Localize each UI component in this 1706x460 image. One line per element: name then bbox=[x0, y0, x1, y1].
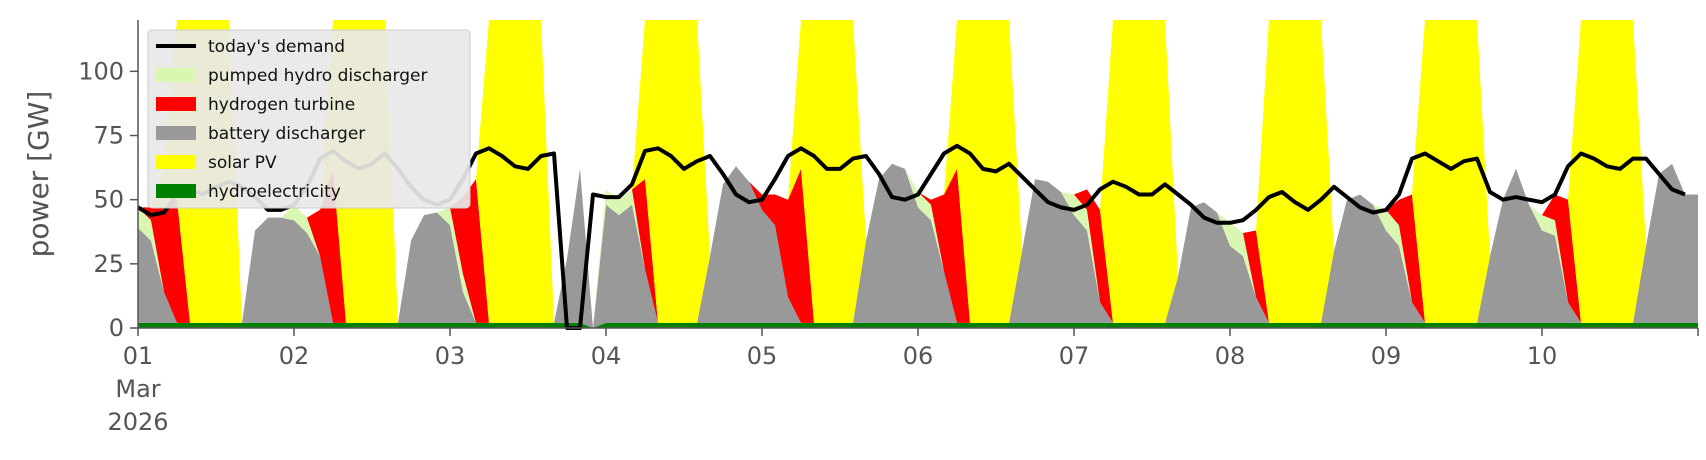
x-tick-label: 02 bbox=[279, 342, 310, 370]
legend-swatch-solar-pv bbox=[156, 155, 196, 169]
legend-swatch-hydroelectricity bbox=[156, 184, 196, 198]
legend-label-today-s-demand: today's demand bbox=[208, 37, 345, 57]
y-tick-label: 100 bbox=[78, 57, 124, 85]
area-solar-pv bbox=[138, 20, 1698, 328]
axes: 0 25 50 75 100 01 Mar 2026 02 03 04 05 06 07 08 09 10 bbox=[78, 20, 1699, 436]
legend-label-hydroelectricity: hydroelectricity bbox=[208, 182, 341, 202]
legend-swatch-battery-discharger bbox=[156, 126, 196, 140]
legend-label-battery-discharger: battery discharger bbox=[208, 124, 365, 144]
x-tick-label: 03 bbox=[435, 342, 466, 370]
x-tick-label: 01 Mar 2026 bbox=[107, 342, 168, 436]
x-tick-label: 06 bbox=[903, 342, 934, 370]
x-tick-label: 05 bbox=[747, 342, 778, 370]
x-tick-label: 09 bbox=[1371, 342, 1402, 370]
x-tick-label: 07 bbox=[1059, 342, 1090, 370]
legend: today's demand pumped hydro discharger hyd… bbox=[147, 29, 471, 209]
y-tick-label: 50 bbox=[93, 186, 124, 214]
legend-label-solar-pv: solar PV bbox=[208, 153, 277, 173]
y-axis-title: power [GW] bbox=[22, 91, 55, 258]
legend-swatch-hydrogen-turbine bbox=[156, 97, 196, 111]
legend-box bbox=[147, 29, 471, 209]
y-tick-label: 0 bbox=[109, 314, 124, 342]
area-battery-discharger bbox=[138, 163, 1698, 328]
x-tick-label: 10 bbox=[1527, 342, 1558, 370]
y-tick-label: 25 bbox=[93, 250, 124, 278]
x-tick-label: 04 bbox=[591, 342, 622, 370]
y-tick-label: 75 bbox=[93, 122, 124, 150]
area-hydroelectricity bbox=[138, 322, 1698, 328]
legend-label-hydrogen-turbine: hydrogen turbine bbox=[208, 95, 355, 115]
x-tick-label: 08 bbox=[1215, 342, 1246, 370]
legend-label-pumped-hydro-discharger: pumped hydro discharger bbox=[208, 66, 427, 86]
legend-swatch-pumped-hydro-discharger bbox=[156, 68, 196, 82]
